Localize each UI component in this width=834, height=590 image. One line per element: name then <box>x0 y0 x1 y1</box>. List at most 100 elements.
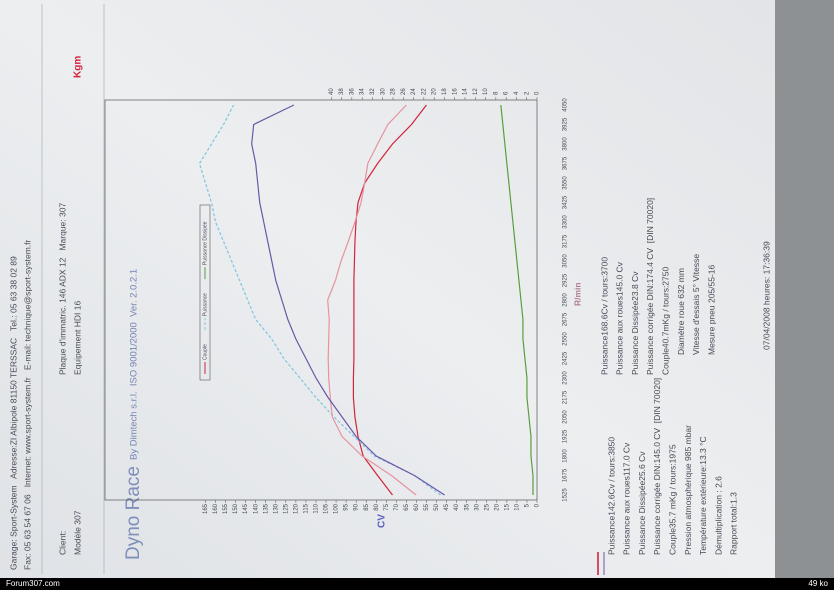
y2-tick-label: 30 <box>380 88 386 95</box>
series-line <box>251 104 445 496</box>
y-tick-label: 145 <box>243 503 249 514</box>
y-tick-label: 50 <box>434 503 440 510</box>
series-line <box>500 104 534 495</box>
result-line: Puissance corrigée DIN:174.4 CV [DIN 700… <box>645 198 655 375</box>
plate: Plaque d'immatric. 146 ADX 12 Marque: 30… <box>57 203 67 375</box>
y2-tick-label: 40 <box>329 88 335 95</box>
y2-tick-label: 0 <box>535 91 541 95</box>
x-axis-title: R/min <box>572 282 582 306</box>
y2-tick-label: 18 <box>442 88 448 95</box>
y2-axis-title: Kgm <box>73 56 84 78</box>
result-line: Puissance aux roues117.0 Cv <box>622 442 632 555</box>
series-line <box>198 104 441 496</box>
x-tick-label: 2300 <box>563 371 569 385</box>
y-tick-label: 140 <box>253 503 259 514</box>
y2-tick-label: 26 <box>401 88 407 95</box>
client-label: Client: <box>57 531 67 555</box>
equipment: Equipement HDI 16 <box>72 301 82 375</box>
x-tick-label: 1925 <box>563 429 569 443</box>
legend-label: Puissance <box>202 293 208 316</box>
y2-tick-label: 20 <box>432 88 438 95</box>
result-line: Pression atmosphérique 985 mbar <box>683 425 693 555</box>
result-line: Mesure pneu 205/55-16 <box>706 264 716 355</box>
x-tick-label: 3800 <box>563 137 569 151</box>
x-tick-label: 2550 <box>563 332 569 346</box>
y-tick-label: 150 <box>233 503 239 514</box>
y2-tick-label: 16 <box>452 88 458 95</box>
y2-tick-label: 4 <box>514 91 520 95</box>
y-tick-label: 15 <box>504 503 510 510</box>
y-tick-label: 115 <box>304 503 310 513</box>
y2-tick-label: 34 <box>360 88 366 95</box>
y-tick-label: 45 <box>444 503 450 510</box>
y2-tick-label: 24 <box>411 88 417 95</box>
y2-tick-label: 12 <box>473 88 479 95</box>
result-line: Puissance corrigée DIN:145.0 CV [DIN 700… <box>652 378 662 555</box>
y-tick-label: 160 <box>213 503 219 514</box>
x-tick-label: 2175 <box>563 390 569 404</box>
x-tick-label: 3050 <box>563 254 569 268</box>
footer: 07/04/2008 heures: 17:36:39 <box>761 241 771 350</box>
paper <box>0 0 775 578</box>
header-line: Garage: Sport-System Adresse:ZI Albipole… <box>8 256 18 570</box>
x-tick-label: 4050 <box>563 98 569 112</box>
y-axis-title: CV <box>377 514 388 528</box>
y-tick-label: 165 <box>203 503 209 514</box>
x-tick-label: 3300 <box>563 215 569 229</box>
y-tick-label: 110 <box>314 503 320 513</box>
y-tick-label: 25 <box>484 503 490 510</box>
legend-box <box>199 204 211 381</box>
plot-frame <box>104 99 538 501</box>
result-line: Puissance aux roues145.0 Cv <box>615 261 625 375</box>
y-tick-label: 120 <box>293 503 299 514</box>
y2-tick-label: 8 <box>493 91 499 95</box>
y2-tick-label: 2 <box>524 91 530 95</box>
x-tick-label: 2050 <box>563 410 569 424</box>
x-tick-label: 2675 <box>563 312 569 326</box>
y-tick-label: 135 <box>263 503 269 514</box>
result-line: Démultiplication : 2.6 <box>713 476 723 555</box>
y-tick-label: 65 <box>404 503 410 510</box>
y-tick-label: 100 <box>334 503 340 514</box>
y-tick-label: 35 <box>464 503 470 510</box>
y-tick-label: 95 <box>344 503 350 510</box>
x-tick-label: 1525 <box>563 488 569 502</box>
y-tick-label: 85 <box>364 503 370 510</box>
x-tick-label: 3675 <box>563 156 569 170</box>
legend-label: Couple <box>202 344 208 360</box>
x-tick-label: 3175 <box>563 234 569 248</box>
y-tick-label: 75 <box>384 503 390 510</box>
y-tick-label: 40 <box>454 503 460 510</box>
x-tick-label: 1800 <box>563 449 569 463</box>
y-tick-label: 5 <box>525 503 531 507</box>
y2-tick-label: 28 <box>391 88 397 95</box>
x-tick-label: 2925 <box>563 273 569 287</box>
y-tick-label: 105 <box>324 503 330 514</box>
y2-tick-label: 32 <box>370 88 376 95</box>
header-line: Fax: 05 63 54 67 06 Internet: www.sport-… <box>22 239 32 570</box>
y2-tick-label: 38 <box>339 88 345 95</box>
chart-subtitle: By Dimtech s.r.l. ISO 9001/2000 Ver. 2.0… <box>129 269 140 460</box>
file-size: 49 ko <box>808 579 828 588</box>
y-tick-label: 20 <box>494 503 500 510</box>
result-line: Température extérieure:13.3 °C <box>698 436 708 555</box>
legend-label: Puissance Dissipée <box>202 221 208 265</box>
y2-tick-label: 36 <box>349 88 355 95</box>
y-tick-label: 70 <box>394 503 400 510</box>
x-tick-label: 2425 <box>563 351 569 365</box>
y2-tick-label: 10 <box>483 88 489 95</box>
status-bar <box>0 578 834 590</box>
printout: Garage: Sport-System Adresse:ZI Albipole… <box>0 0 775 578</box>
y-tick-label: 0 <box>535 503 541 507</box>
y-tick-label: 80 <box>374 503 380 510</box>
result-line: Couple35.7 mKg / tours:1975 <box>667 444 677 555</box>
site-name: Forum307.com <box>6 579 60 588</box>
y-tick-label: 30 <box>474 503 480 510</box>
result-line: Rapport total:1.3 <box>729 492 739 555</box>
x-tick-label: 3425 <box>563 195 569 209</box>
y-tick-label: 125 <box>283 503 289 514</box>
y-tick-label: 10 <box>514 503 520 510</box>
x-tick-label: 3550 <box>563 176 569 190</box>
